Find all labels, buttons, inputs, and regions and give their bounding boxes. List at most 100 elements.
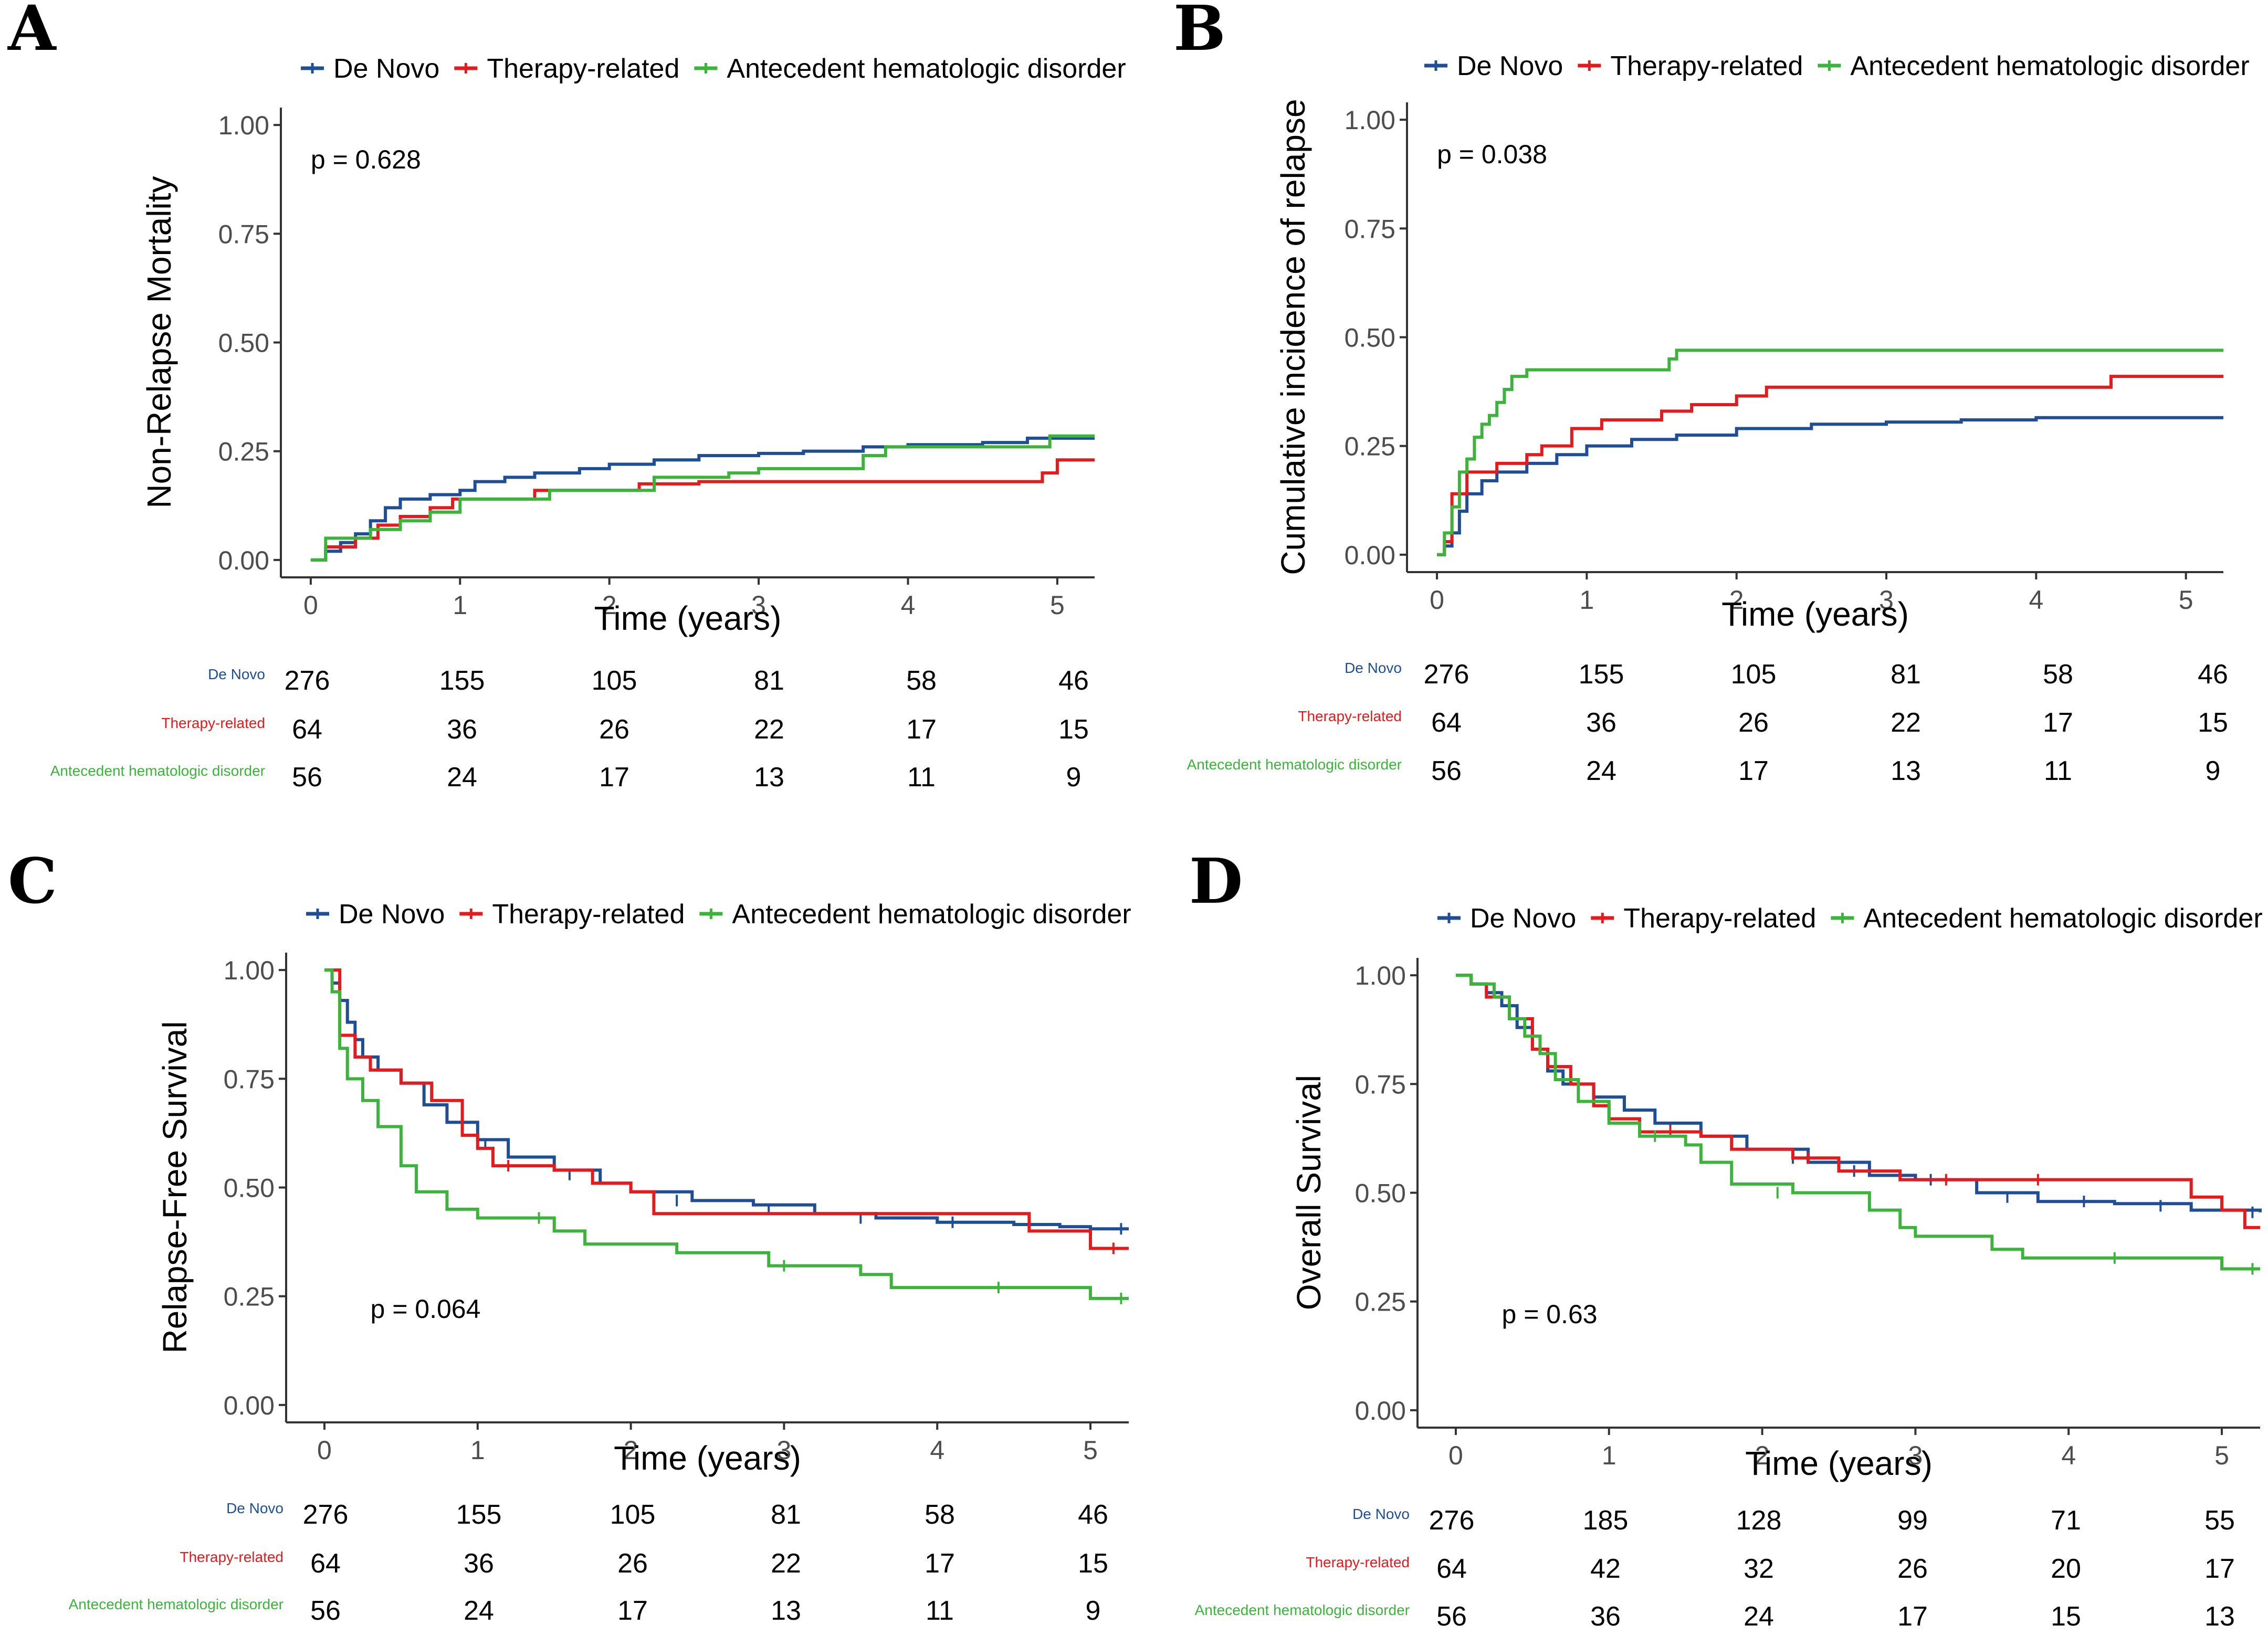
panel-c-risk-count: 13 bbox=[771, 1596, 801, 1626]
panel-d-risk-count: 185 bbox=[1583, 1505, 1629, 1536]
panel-c-y-tick-label: 0.50 bbox=[224, 1174, 275, 1203]
panel-d-x-tick-label: 5 bbox=[2214, 1441, 2229, 1470]
panel-d-risk-count: 42 bbox=[1590, 1554, 1621, 1584]
panel-b-legend: De Novo Therapy-related Antecedent hematol… bbox=[1424, 51, 2250, 81]
panel-c-risk-row-label: Therapy-related bbox=[180, 1549, 284, 1565]
panel-a-y-tick-label: 1.00 bbox=[218, 111, 269, 140]
panel-c-legend-label: Therapy-related bbox=[492, 899, 685, 930]
panel-d: D De Novo Therapy-related Antecedent hemato… bbox=[1189, 845, 2263, 1632]
panel-d-series-line bbox=[1455, 974, 2262, 1212]
panel-c-legend-label: Antecedent hematologic disorder bbox=[732, 899, 1131, 930]
panel-b-y-tick-label: 0.50 bbox=[1345, 323, 1395, 353]
panel-a-x-tick-label: 3 bbox=[751, 590, 766, 620]
panel-d-risk-count: 24 bbox=[1744, 1601, 1774, 1632]
panel-a-risk-row-label: Therapy-related bbox=[161, 715, 265, 731]
panel-b-series-line bbox=[1437, 375, 2223, 556]
panel-d-x-tick-label: 3 bbox=[1908, 1441, 1923, 1470]
panel-c-risk-count: 17 bbox=[617, 1596, 648, 1626]
panel-d-risk-table: De Novo 276 185 128 99 71 55 Therapy-related 64 4… bbox=[1195, 1505, 2235, 1632]
panel-a-risk-row-label: Antecedent hematologic disorder bbox=[50, 763, 265, 779]
panel-a-y-tick-label: 0.00 bbox=[218, 546, 269, 575]
panel-b-risk-count: 15 bbox=[2198, 708, 2228, 738]
panel-d-x-tick-label: 1 bbox=[1602, 1441, 1616, 1470]
panel-c-risk-count: 11 bbox=[926, 1596, 954, 1626]
panel-d-risk-count: 55 bbox=[2204, 1505, 2235, 1536]
panel-d-risk-row-label: Therapy-related bbox=[1306, 1554, 1410, 1570]
panel-c-risk-count: 46 bbox=[1078, 1500, 1108, 1530]
panel-c-x-tick-label: 2 bbox=[624, 1436, 638, 1465]
panel-a-risk-count: 276 bbox=[285, 666, 330, 696]
panel-a-legend-label: Antecedent hematologic disorder bbox=[727, 54, 1126, 84]
panel-c-risk-count: 58 bbox=[925, 1500, 955, 1530]
panel-a-x-tick-label: 0 bbox=[303, 590, 318, 620]
panel-d-legend-item: De Novo bbox=[1437, 903, 1576, 934]
panel-c-x-tick-label: 0 bbox=[317, 1436, 332, 1465]
panel-a-legend-item: Antecedent hematologic disorder bbox=[694, 54, 1126, 84]
panel-c-legend-item: Therapy-related bbox=[459, 899, 685, 930]
panel-b-risk-count: 81 bbox=[1891, 659, 1921, 690]
panel-d-risk-count: 64 bbox=[1436, 1554, 1467, 1584]
panel-d-risk-count: 15 bbox=[2051, 1601, 2081, 1632]
panel-a-legend-item: Therapy-related bbox=[454, 54, 679, 84]
panel-c-series-line bbox=[324, 968, 1129, 1250]
panel-d-risk-count: 71 bbox=[2051, 1505, 2081, 1536]
panel-c-risk-count: 9 bbox=[1086, 1596, 1101, 1626]
panel-b-x-tick-label: 3 bbox=[1879, 585, 1894, 615]
panel-b-series-line bbox=[1437, 349, 2223, 556]
panel-c-legend: De Novo Therapy-related Antecedent hematol… bbox=[306, 899, 1131, 930]
panel-d-risk-count: 128 bbox=[1736, 1505, 1782, 1536]
panel-a-y-tick-label: 0.25 bbox=[218, 437, 269, 467]
panel-b-x-tick-label: 2 bbox=[1729, 585, 1744, 615]
panel-a-p-value: p = 0.628 bbox=[311, 145, 421, 174]
panel-d-legend: De Novo Therapy-related Antecedent hematol… bbox=[1437, 903, 2263, 934]
panel-a-y-axis-title: Non-Relapse Mortality bbox=[140, 176, 178, 508]
panel-b-risk-count: 13 bbox=[1891, 756, 1921, 786]
panel-c-y-tick-label: 0.00 bbox=[224, 1391, 275, 1420]
panel-d-risk-count: 17 bbox=[1897, 1601, 1928, 1632]
panel-a-x-tick-label: 2 bbox=[602, 590, 617, 620]
panel-d-risk-count: 36 bbox=[1590, 1601, 1621, 1632]
panel-a-risk-count: 81 bbox=[754, 666, 784, 696]
panel-d-risk-count: 13 bbox=[2204, 1601, 2235, 1632]
panel-a-risk-count: 56 bbox=[292, 762, 322, 793]
panel-b-x-tick-label: 0 bbox=[1430, 585, 1444, 615]
panel-b-risk-count: 56 bbox=[1431, 756, 1462, 786]
panel-b-risk-row-label: Antecedent hematologic disorder bbox=[1187, 756, 1402, 773]
panel-b-y-axis-title: Cumulative incidence of relapse bbox=[1274, 99, 1312, 575]
panel-c-x-tick-label: 4 bbox=[930, 1436, 944, 1465]
panel-b-risk-row-label: Therapy-related bbox=[1298, 708, 1402, 724]
panel-b-risk-count: 46 bbox=[2198, 659, 2228, 690]
panel-d-series-line bbox=[1455, 974, 2260, 1229]
panel-a-x-tick-label: 1 bbox=[453, 590, 467, 620]
panel-c-risk-count: 17 bbox=[925, 1548, 955, 1579]
panel-d-y-tick-label: 0.50 bbox=[1355, 1179, 1406, 1208]
panel-d-y-tick-label: 1.00 bbox=[1355, 961, 1406, 990]
panel-b-legend-item: Therapy-related bbox=[1578, 51, 1803, 81]
panel-d-risk-row-label: De Novo bbox=[1352, 1506, 1410, 1522]
panel-b-x-tick-label: 5 bbox=[2179, 585, 2193, 615]
panel-c-x-axis-title: Time (years) bbox=[614, 1439, 801, 1477]
panel-d-legend-item: Therapy-related bbox=[1591, 903, 1816, 934]
panel-b-y-tick-label: 0.75 bbox=[1345, 214, 1395, 244]
panel-d-risk-count: 32 bbox=[1744, 1554, 1774, 1584]
panel-c-risk-count: 22 bbox=[771, 1548, 801, 1579]
panel-b-risk-count: 17 bbox=[2043, 708, 2073, 738]
panel-c: C De Novo Therapy-related Antecedent hemato… bbox=[8, 845, 1131, 1626]
panel-b-risk-count: 58 bbox=[2043, 659, 2073, 690]
panel-c-risk-count: 15 bbox=[1078, 1548, 1108, 1579]
panel-d-y-tick-label: 0.00 bbox=[1355, 1396, 1406, 1426]
panel-d-risk-count: 17 bbox=[2204, 1554, 2235, 1584]
panel-b-x-tick-label: 1 bbox=[1579, 585, 1594, 615]
panel-a-series-line bbox=[310, 434, 1095, 562]
panel-b-risk-count: 105 bbox=[1731, 659, 1777, 690]
panel-c-legend-item: De Novo bbox=[306, 899, 445, 930]
panel-a-series-line bbox=[310, 436, 1095, 562]
panel-c-x-tick-label: 5 bbox=[1083, 1436, 1098, 1465]
panel-b-risk-count: 24 bbox=[1586, 756, 1616, 786]
panel-a-risk-count: 13 bbox=[754, 762, 784, 793]
panel-c-letter: C bbox=[8, 845, 57, 917]
panel-a-legend-label: De Novo bbox=[333, 54, 439, 84]
panel-c-risk-row-label: Antecedent hematologic disorder bbox=[69, 1596, 284, 1612]
panel-a-risk-table: De Novo 276 155 105 81 58 46 Therapy-related 64 3… bbox=[50, 666, 1089, 793]
